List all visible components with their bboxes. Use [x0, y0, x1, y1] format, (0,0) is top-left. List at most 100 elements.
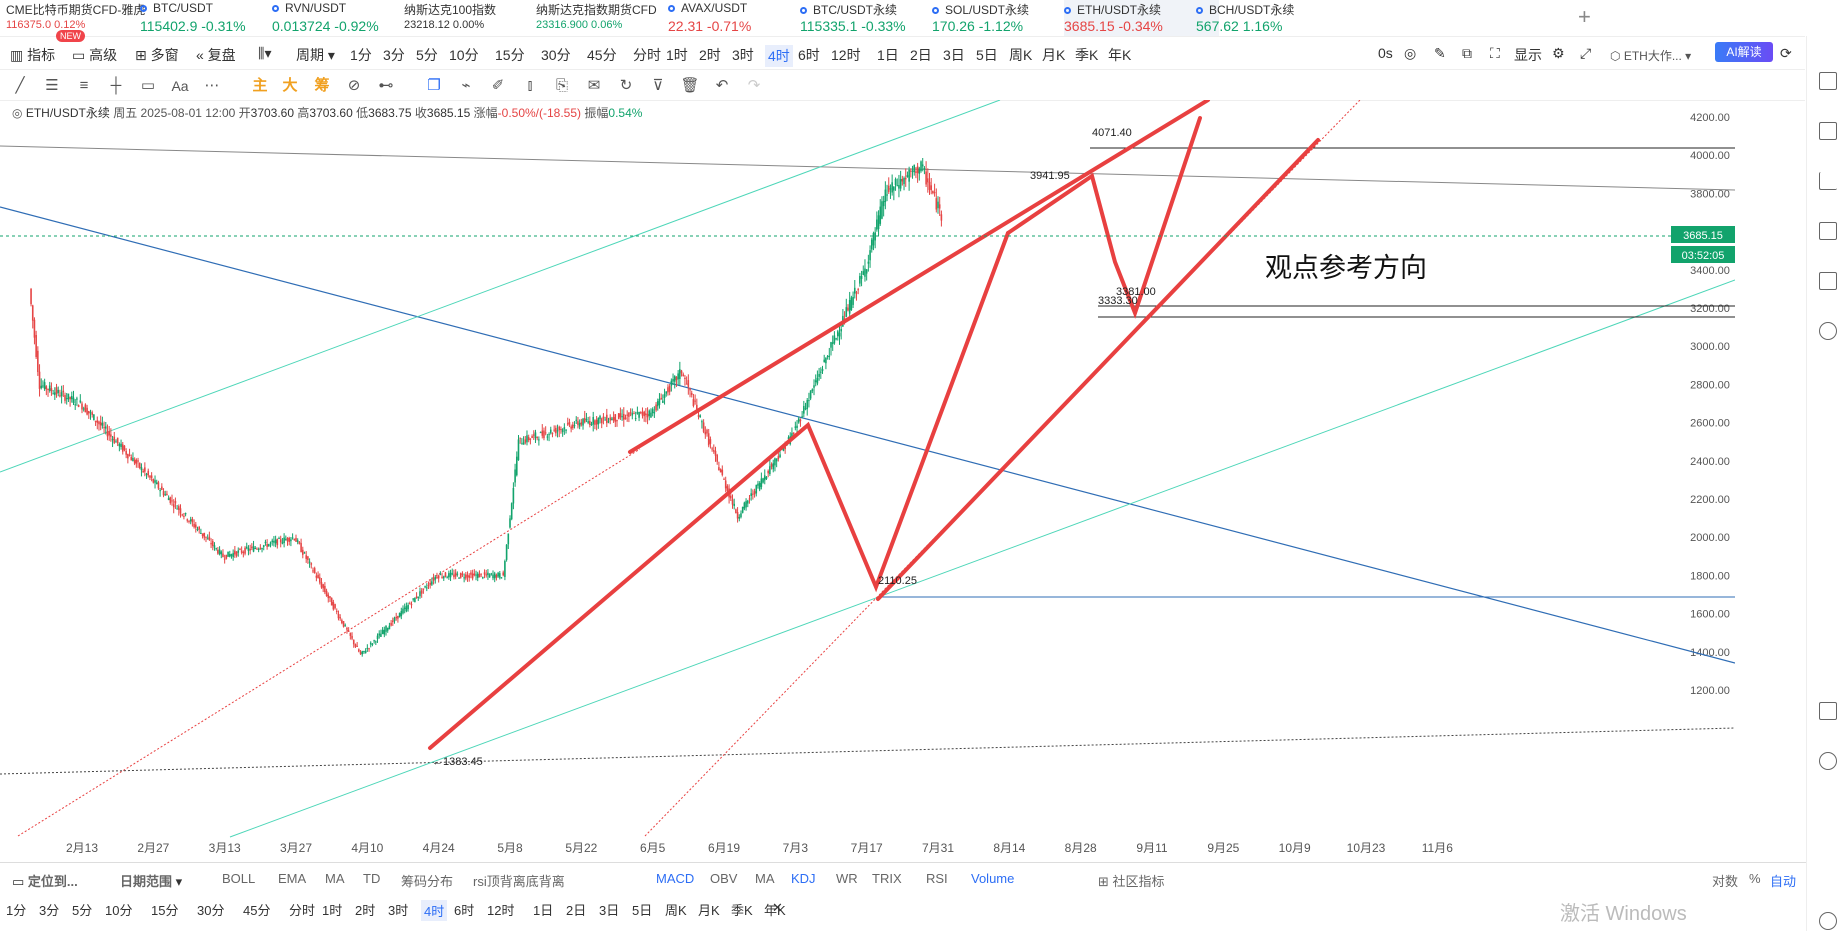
cross-tool-icon[interactable]: ┼ — [110, 77, 122, 94]
indicator-option[interactable]: WR — [836, 871, 858, 886]
pen-icon[interactable]: ✎ — [1434, 45, 1446, 61]
share-icon[interactable]: ⟳ — [1780, 45, 1792, 61]
indicator-option[interactable]: Volume — [971, 871, 1015, 886]
window-icon[interactable]: ⧉ — [1462, 45, 1472, 61]
indicator-option[interactable]: 筹码分布 — [401, 874, 454, 889]
symbol-dropdown[interactable]: ⬡ ETH大作... ▾ — [1610, 49, 1692, 63]
legend-eye-icon[interactable]: ◎ — [12, 106, 23, 120]
ticker-tab[interactable]: CME比特币期货CFD-雅虎 116375.0 0.12% — [6, 0, 161, 36]
interval-option[interactable]: 3日 — [599, 903, 620, 918]
indicator-option[interactable]: EMA — [278, 871, 307, 886]
clock-icon[interactable] — [1819, 322, 1837, 340]
undo-icon[interactable]: ↶ — [715, 77, 729, 94]
text-tool-icon[interactable]: Aa — [171, 78, 189, 94]
date-range-dropdown[interactable]: 日期范围 ▾ — [120, 874, 183, 889]
interval-option[interactable]: 1日 — [533, 903, 554, 918]
interval-option[interactable]: 2时 — [355, 903, 376, 918]
interval-option[interactable]: 6时 — [454, 903, 475, 918]
settings-icon[interactable]: ⚙ — [1552, 45, 1565, 61]
interval-option[interactable]: 10分 — [449, 47, 479, 63]
multi-window-button[interactable]: ⊞ 多窗 — [135, 47, 179, 63]
interval-option[interactable]: 月K — [1042, 47, 1066, 63]
ticker-tab[interactable]: BTC/USDT 115402.9 -0.31% — [140, 0, 295, 36]
rotate-icon[interactable]: ↻ — [619, 77, 633, 94]
replay-button[interactable]: « 复盘 — [196, 47, 236, 63]
interval-option[interactable]: 12时 — [831, 47, 861, 63]
support-icon[interactable] — [1819, 752, 1837, 770]
magnet-icon[interactable]: ⊷ — [378, 77, 394, 94]
copy-icon[interactable]: ❐ — [427, 77, 441, 94]
interval-option[interactable]: 季K — [1075, 47, 1099, 63]
doc-icon[interactable] — [1819, 72, 1837, 90]
ticker-tab[interactable]: BTC/USDT永续 115335.1 -0.33% — [800, 0, 955, 36]
ai-button[interactable]: AI解读 — [1715, 42, 1773, 62]
layout-icon[interactable] — [1819, 702, 1837, 720]
brush-icon[interactable]: ✐ — [491, 77, 505, 94]
interval-option[interactable]: 1分 — [6, 903, 27, 918]
interval-option[interactable]: 3时 — [732, 47, 754, 63]
interval-option[interactable]: 45分 — [587, 47, 617, 63]
interval-option[interactable]: 5日 — [976, 47, 998, 63]
interval-option[interactable]: 2日 — [910, 47, 932, 63]
interval-option[interactable]: 季K — [731, 903, 753, 918]
interval-option[interactable]: 4时 — [765, 45, 793, 67]
interval-option[interactable]: 30分 — [541, 47, 571, 63]
indicator-option[interactable]: KDJ — [791, 871, 816, 886]
interval-option[interactable]: 10分 — [105, 903, 133, 918]
more-tools-icon[interactable]: ⋯ — [204, 77, 220, 94]
interval-option[interactable]: 3分 — [383, 47, 405, 63]
display-button[interactable]: 显示 — [1514, 47, 1542, 63]
ticker-tab[interactable]: BCH/USDT永续 567.62 1.16% — [1196, 0, 1351, 36]
percent-toggle[interactable]: % — [1749, 871, 1761, 886]
interval-option[interactable]: 4时 — [421, 900, 448, 921]
locate-button[interactable]: ▭ 定位到... — [12, 874, 78, 889]
indicator-option[interactable]: MACD — [656, 871, 695, 886]
expand-icon[interactable]: ⤢ — [1580, 45, 1592, 61]
interval-option[interactable]: 周K — [1009, 47, 1033, 63]
advanced-button[interactable]: ▭ 高级 — [72, 47, 118, 63]
measure-icon[interactable]: ⊘ — [347, 77, 361, 94]
indicator-option[interactable]: BOLL — [222, 871, 256, 886]
camera-icon[interactable]: ◎ — [1404, 45, 1417, 61]
chart-type-icon[interactable]: ⫼▾ — [258, 45, 272, 61]
ticker-tab[interactable]: RVN/USDT 0.013724 -0.92% — [272, 0, 427, 36]
interval-option[interactable]: 1时 — [666, 47, 688, 63]
interval-option[interactable]: 1时 — [322, 903, 343, 918]
channel-tool-icon[interactable]: ≡ — [79, 77, 89, 94]
ticker-tab[interactable]: SOL/USDT永续 170.26 -1.12% — [932, 0, 1087, 36]
ticker-tab[interactable]: 纳斯达克100指数 23218.12 0.00% — [404, 0, 559, 36]
chip-tool-icon[interactable]: 筹 — [314, 77, 330, 94]
interval-option[interactable]: 6时 — [798, 47, 820, 63]
interval-option[interactable]: 45分 — [243, 903, 271, 918]
price-chart[interactable]: 4200.004000.003800.003600.003400.003200.… — [0, 100, 1735, 858]
interval-option[interactable]: 3分 — [39, 903, 60, 918]
close-icon[interactable]: ✕ — [772, 900, 783, 915]
interval-option[interactable]: 3时 — [388, 903, 409, 918]
bell-icon[interactable] — [1819, 912, 1837, 930]
indicator-option[interactable]: TD — [363, 871, 381, 886]
interval-option[interactable]: 3日 — [943, 47, 965, 63]
trash-icon[interactable]: 🗑 — [680, 77, 700, 94]
add-tab-icon[interactable]: + — [1578, 4, 1591, 29]
interval-option[interactable]: 年K — [1108, 47, 1132, 63]
interval-option[interactable]: 年K — [764, 903, 786, 918]
indicator-option[interactable]: rsi顶背离底背离 — [473, 874, 565, 889]
fullscreen-icon[interactable]: ⛶ — [1490, 45, 1500, 61]
indicator-option[interactable]: RSI — [926, 871, 948, 886]
hline-tool-icon[interactable]: ☰ — [45, 77, 59, 94]
report-icon[interactable] — [1819, 122, 1837, 140]
community-indicators[interactable]: ⊞ 社区指标 — [1098, 874, 1165, 889]
interval-option[interactable]: 周K — [665, 903, 687, 918]
indicator-option[interactable]: TRIX — [872, 871, 902, 886]
calendar-icon[interactable] — [1819, 272, 1837, 290]
interval-option[interactable]: 12时 — [487, 903, 515, 918]
interval-option[interactable]: 30分 — [197, 903, 225, 918]
main-tool-icon[interactable]: 主 — [252, 77, 268, 94]
bar-icon[interactable] — [1819, 222, 1837, 240]
indicator-button[interactable]: ▥ 指标 — [10, 47, 56, 63]
interval-option[interactable]: 15分 — [151, 903, 179, 918]
ticker-tab[interactable]: AVAX/USDT 22.31 -0.71% — [668, 0, 823, 36]
auto-toggle[interactable]: 自动 — [1770, 874, 1797, 889]
clipboard-icon[interactable]: ⎘ — [555, 77, 568, 94]
ticker-tab[interactable]: 纳斯达克指数期货CFD 23316.900 0.06% — [536, 0, 691, 36]
